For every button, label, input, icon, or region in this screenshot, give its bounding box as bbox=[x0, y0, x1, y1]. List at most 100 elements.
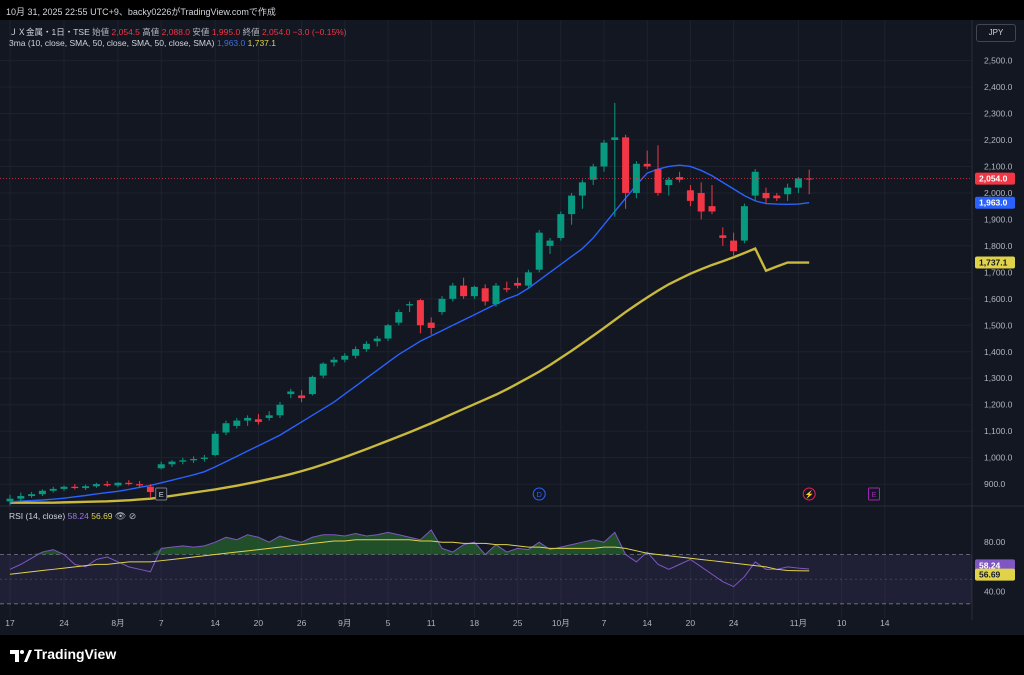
candle-body bbox=[773, 195, 781, 199]
candle-body bbox=[146, 486, 154, 493]
time-axis-label: 11月 bbox=[790, 618, 807, 628]
price-axis-label: 1,300.0 bbox=[984, 373, 1013, 383]
time-axis-label: 14 bbox=[880, 618, 890, 628]
rsi-ma-line bbox=[9, 539, 810, 575]
time-axis-label: 14 bbox=[210, 618, 220, 628]
ma50-line bbox=[10, 246, 810, 504]
marker-label: D bbox=[536, 490, 542, 499]
high-label: 高値 bbox=[142, 27, 160, 37]
candle-body bbox=[276, 404, 284, 416]
candle-body bbox=[427, 322, 435, 328]
candle-body bbox=[82, 486, 90, 489]
tradingview-brand: TradingView bbox=[34, 646, 117, 662]
ma10-line bbox=[9, 164, 810, 503]
candle-body bbox=[60, 486, 68, 489]
candle-body bbox=[265, 415, 273, 418]
price-axis-label: 1,900.0 bbox=[984, 214, 1013, 224]
rsi-ma-badge: 56.69 bbox=[979, 570, 1001, 580]
hide-icon[interactable]: ⊘ bbox=[128, 511, 137, 521]
rsi-title[interactable]: RSI (14, close) bbox=[9, 511, 66, 521]
candle-body bbox=[665, 179, 673, 185]
candle-body bbox=[17, 496, 25, 499]
earnings-marker bbox=[155, 487, 168, 501]
rsi-ma-badge-bg bbox=[975, 568, 1015, 581]
time-axis-label: 18 bbox=[470, 618, 480, 628]
eye-icon[interactable]: 👁 bbox=[114, 511, 127, 521]
candle-body bbox=[125, 482, 133, 485]
candle-body bbox=[481, 288, 489, 302]
candle-body bbox=[535, 232, 543, 270]
candle-body bbox=[28, 494, 36, 497]
price-axis-label: 2,400.0 bbox=[984, 82, 1013, 92]
price-axis-label: 2,200.0 bbox=[984, 135, 1013, 145]
ma50-badge: 1,737.1 bbox=[979, 258, 1008, 268]
candle-body bbox=[524, 272, 532, 286]
candle-body bbox=[449, 285, 457, 299]
time-axis-label: 24 bbox=[729, 618, 739, 628]
ma10-badge-bg bbox=[975, 196, 1015, 209]
candle-body bbox=[103, 484, 111, 486]
earnings-marker bbox=[868, 487, 880, 501]
chart-area[interactable]: 900.0 1,000.0 1,100.0 1,200.0 1,300.0 1,400.0… bbox=[0, 20, 1024, 635]
candle-body bbox=[600, 142, 608, 167]
candle-body bbox=[92, 484, 100, 487]
footer-bar: TradingView bbox=[0, 635, 1024, 675]
price-axis-label: 1,600.0 bbox=[984, 294, 1013, 304]
candle-body bbox=[546, 240, 554, 246]
candle-body bbox=[6, 498, 14, 502]
candle-body bbox=[395, 312, 403, 323]
ma50-value: 1,737.1 bbox=[247, 38, 276, 48]
time-axis-label: 10 bbox=[837, 618, 847, 628]
candle-body bbox=[114, 482, 122, 486]
candle-body bbox=[686, 190, 694, 201]
rsi-ma-value: 56.69 bbox=[91, 511, 113, 521]
price-chart-svg[interactable]: 900.0 1,000.0 1,100.0 1,200.0 1,300.0 1,400.0… bbox=[0, 20, 1024, 635]
price-axis-label: 2,000.0 bbox=[984, 188, 1013, 198]
candle-body bbox=[190, 458, 198, 461]
price-axis-label: 900.0 bbox=[984, 479, 1006, 489]
rsi-badge-bg bbox=[975, 559, 1015, 572]
candle-body bbox=[254, 419, 262, 422]
high-value: 2,088.0 bbox=[161, 27, 191, 37]
candle-body bbox=[751, 171, 759, 196]
candle-body bbox=[179, 460, 187, 462]
rsi-legend: RSI (14, close) 58.24 56.69 👁 ⊘ bbox=[9, 511, 136, 522]
candle-body bbox=[168, 461, 176, 465]
rsi-overbought-fill bbox=[10, 529, 810, 555]
time-axis-label: 26 bbox=[297, 618, 307, 628]
candle-body bbox=[557, 214, 565, 238]
price-axis-label: 1,700.0 bbox=[984, 267, 1013, 277]
time-axis-label: 7 bbox=[602, 618, 607, 628]
ma10-badge: 1,963.0 bbox=[979, 198, 1008, 208]
price-axis-label: 1,500.0 bbox=[984, 320, 1013, 330]
symbol-legend: ＪＸ金属・1日・TSE 始値 2,054.5 高値 2,088.0 安値 1,9… bbox=[9, 26, 347, 38]
symbol-name[interactable]: ＪＸ金属・1日・TSE bbox=[9, 27, 90, 37]
candle-body bbox=[373, 338, 381, 342]
price-axis-label: 2,300.0 bbox=[984, 109, 1013, 119]
time-axis-label: 7 bbox=[159, 618, 164, 628]
time-axis-label: 11 bbox=[427, 618, 436, 628]
time-axis-label: 24 bbox=[59, 618, 69, 628]
split-marker bbox=[802, 487, 816, 501]
price-axis-label: 1,100.0 bbox=[984, 426, 1013, 436]
ma-title[interactable]: 3ma (10, close, SMA, 50, close, SMA, 50,… bbox=[9, 38, 215, 48]
time-axis-label: 20 bbox=[254, 618, 264, 628]
top-caption-bar: 10月 31, 2025 22:55 UTC+9、backy0226がTradi… bbox=[0, 0, 1024, 20]
close-label: 終値 bbox=[242, 27, 260, 37]
candle-body bbox=[805, 178, 813, 180]
low-value: 1,995.0 bbox=[211, 27, 241, 37]
currency-button[interactable]: JPY bbox=[976, 24, 1016, 42]
candle-body bbox=[319, 363, 327, 376]
candle-body bbox=[136, 484, 144, 486]
time-axis-label: 17 bbox=[5, 618, 15, 628]
marker-label: E bbox=[159, 490, 164, 499]
candle-body bbox=[697, 192, 705, 212]
candle-body bbox=[38, 490, 46, 495]
candle-body bbox=[71, 486, 79, 489]
low-label: 安値 bbox=[192, 27, 210, 37]
price-axis-label: 1,800.0 bbox=[984, 241, 1013, 251]
change-value: −3.0 (−0.15%) bbox=[292, 27, 347, 37]
rsi-axis-label: 40.00 bbox=[984, 587, 1006, 597]
candle-body bbox=[330, 359, 338, 363]
candle-body bbox=[568, 195, 576, 215]
